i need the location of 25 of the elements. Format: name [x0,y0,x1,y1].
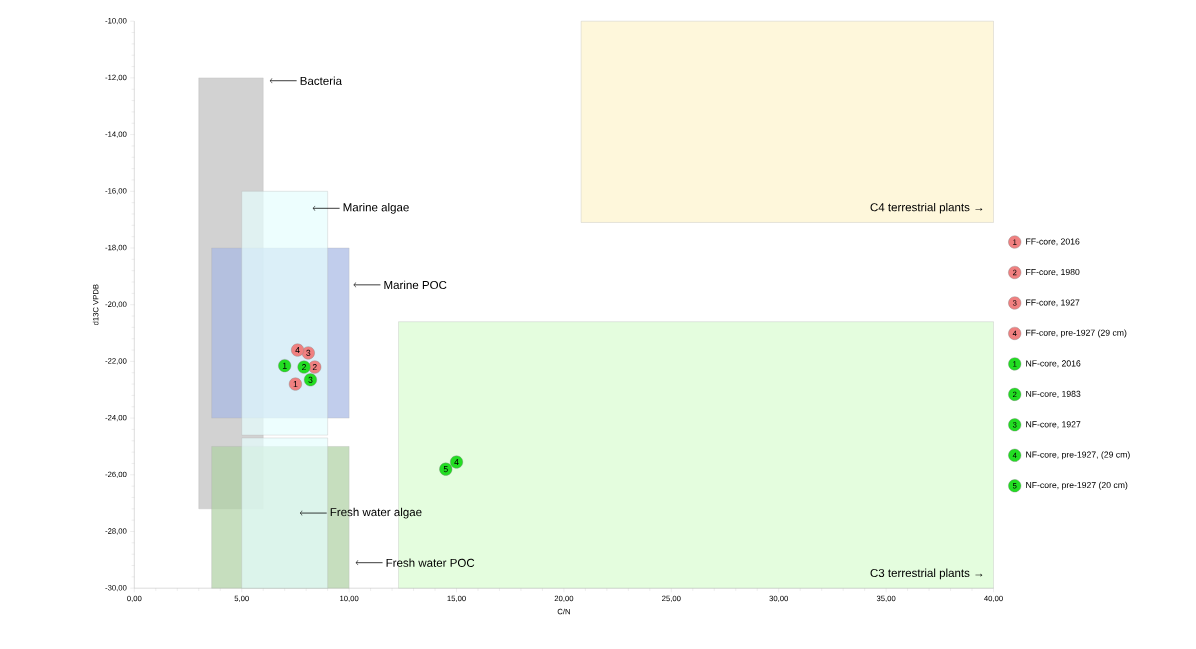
annotation: 3 [306,349,311,356]
legend-label: FF-core, 2016 [1026,238,1080,246]
annotation: Fresh water POC [386,558,475,567]
annotation: 4 [295,347,300,354]
annotation: 2 [302,364,306,371]
annotation: 3 [308,376,313,383]
annotation: Bacteria [300,76,343,85]
legend-label: NF-core, 1927 [1026,421,1081,429]
legend-label: FF-core, pre-1927 (29 cm) [1026,329,1127,338]
annotation: 1 [293,381,298,388]
annotation: Marine POC [384,280,447,290]
annotation: Marine algae [343,202,409,214]
legend-label: FF-core, 1980 [1026,268,1080,277]
legend-label: FF-core, 1927 [1026,299,1080,307]
annotation: 4 [454,459,459,466]
annotation: 1 [282,362,287,369]
annotation: 5 [443,466,448,473]
legend-label: NF-core, 2016 [1026,360,1081,368]
legend-label: NF-core, 1983 [1026,390,1081,398]
annotation: C3 terrestrial plants → [870,568,983,580]
annotation: 2 [312,364,317,371]
annotation: Fresh water algae [330,507,422,519]
legend-label: NF-core, pre-1927 (20 cm) [1026,481,1128,490]
annotation: C4 terrestrial plants → [870,202,983,214]
legend-label: NF-core, pre-1927, (29 cm) [1026,451,1130,460]
